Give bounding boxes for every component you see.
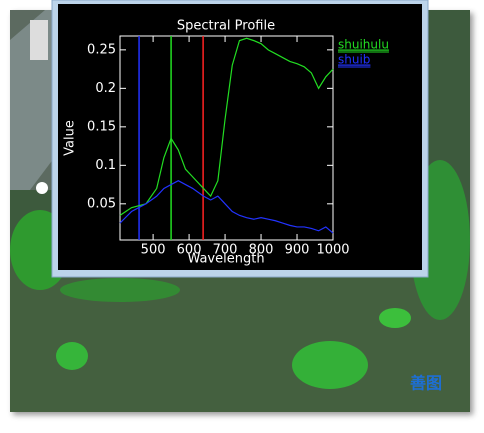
y-axis-label: Value xyxy=(63,120,78,156)
y-tick-label: 0.1 xyxy=(95,158,116,173)
x-tick-label: 600 xyxy=(177,243,202,258)
x-tick-label: 500 xyxy=(141,243,166,258)
x-axis-label: Wavelength xyxy=(187,252,264,267)
plot-canvas xyxy=(58,4,422,270)
x-tick-label: 900 xyxy=(285,243,310,258)
x-tick-label: 800 xyxy=(249,243,274,258)
plot-frame xyxy=(119,35,334,241)
x-tick-label: 1000 xyxy=(316,243,349,258)
y-tick-label: 0.2 xyxy=(95,81,116,96)
y-tick-label: 0.25 xyxy=(87,42,116,57)
series-line xyxy=(119,180,334,234)
legend-label: shuihulu xyxy=(338,38,389,52)
legend-label: shuib xyxy=(338,53,370,67)
series-line xyxy=(119,37,334,216)
chart-title: Spectral Profile xyxy=(177,19,275,34)
watermark: 善图 xyxy=(410,374,442,393)
y-tick-label: 0.05 xyxy=(87,196,116,211)
x-tick-label: 700 xyxy=(213,243,238,258)
y-tick-label: 0.15 xyxy=(87,119,116,134)
